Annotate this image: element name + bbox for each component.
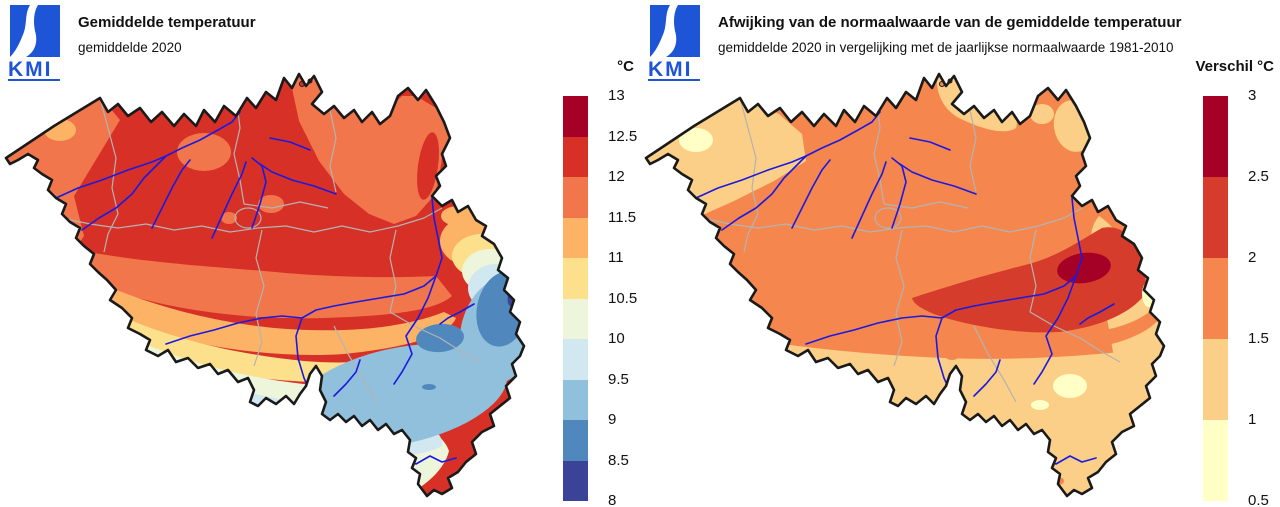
page-title: Gemiddelde temperatuur: [78, 14, 256, 31]
color-scale-bar: [1203, 96, 1228, 501]
legend-unit-label: °C: [617, 58, 634, 75]
color-scale-segment: [1203, 339, 1228, 420]
color-scale-segment: [1203, 96, 1228, 177]
color-scale-tick-label: 13: [608, 87, 625, 104]
panel-temperature-anomaly: KMI Afwijking van de normaalwaarde van d…: [640, 0, 1280, 507]
kmi-logo-right-shape: [26, 5, 60, 57]
color-scale-tick-label: 8: [608, 492, 617, 507]
color-scale-tick-label: 8.5: [608, 451, 629, 469]
color-scale-tick-label: 9.5: [608, 370, 629, 388]
color-scale-bar: [563, 96, 588, 501]
color-scale-tick-label: 0.5: [1248, 492, 1269, 507]
kmi-logo-left-shape: [10, 5, 30, 57]
kmi-logo-underline: [648, 79, 700, 81]
color-scale-segment: [563, 136, 588, 177]
color-scale-tick-label: 2.5: [1248, 168, 1269, 185]
color-scale-tick-label: 12: [608, 168, 625, 185]
color-scale-tick-label: 1.5: [1248, 330, 1269, 347]
color-scale-segment: [563, 339, 588, 380]
color-scale-segment: [1203, 420, 1228, 501]
kmi-logo: KMI: [8, 5, 60, 81]
color-scale-tick-label: 11: [608, 249, 624, 266]
legend-unit-label: Verschil °C: [1195, 58, 1274, 75]
kmi-logo-text: KMI: [648, 58, 693, 81]
color-scale-segment: [1203, 258, 1228, 339]
kmi-logo-right-shape: [666, 5, 700, 57]
page-subtitle: gemiddelde 2020 in vergelijking met de j…: [718, 40, 1174, 55]
color-scale-segment: [563, 177, 588, 218]
color-scale-segment: [563, 96, 588, 137]
kmi-logo-text: KMI: [8, 58, 53, 81]
panel-average-temperature: KMI Gemiddelde temperatuur gemiddelde 20…: [4, 5, 638, 507]
color-scale-segment: [563, 298, 588, 339]
color-scale-segment: [563, 258, 588, 299]
color-scale-segment: [563, 460, 588, 501]
color-scale-tick-label: 12.5: [608, 127, 638, 145]
color-scale-tick-label: 10.5: [608, 289, 638, 307]
color-scale-segment: [1203, 177, 1228, 258]
color-scale-segment: [563, 379, 588, 420]
kmi-logo-underline: [8, 79, 60, 81]
kmi-logo: KMI: [648, 5, 700, 81]
color-scale-segment: [563, 217, 588, 258]
belgium-temperature-map: [4, 72, 526, 498]
kmi-logo-left-shape: [650, 5, 670, 57]
color-scale-segment: [563, 420, 588, 461]
belgium-anomaly-map: [644, 72, 1166, 498]
color-scale-tick-label: 10: [608, 330, 625, 347]
color-scale-tick-label: 3: [1248, 87, 1257, 104]
page-title: Afwijking van de normaalwaarde van de ge…: [718, 14, 1182, 31]
color-scale-tick-label: 2: [1248, 249, 1257, 266]
color-scale-tick-label: 11.5: [608, 208, 637, 226]
color-scale-tick-label: 1: [1248, 411, 1257, 428]
color-scale-tick-label: 9: [608, 411, 617, 428]
page-subtitle: gemiddelde 2020: [78, 40, 182, 55]
